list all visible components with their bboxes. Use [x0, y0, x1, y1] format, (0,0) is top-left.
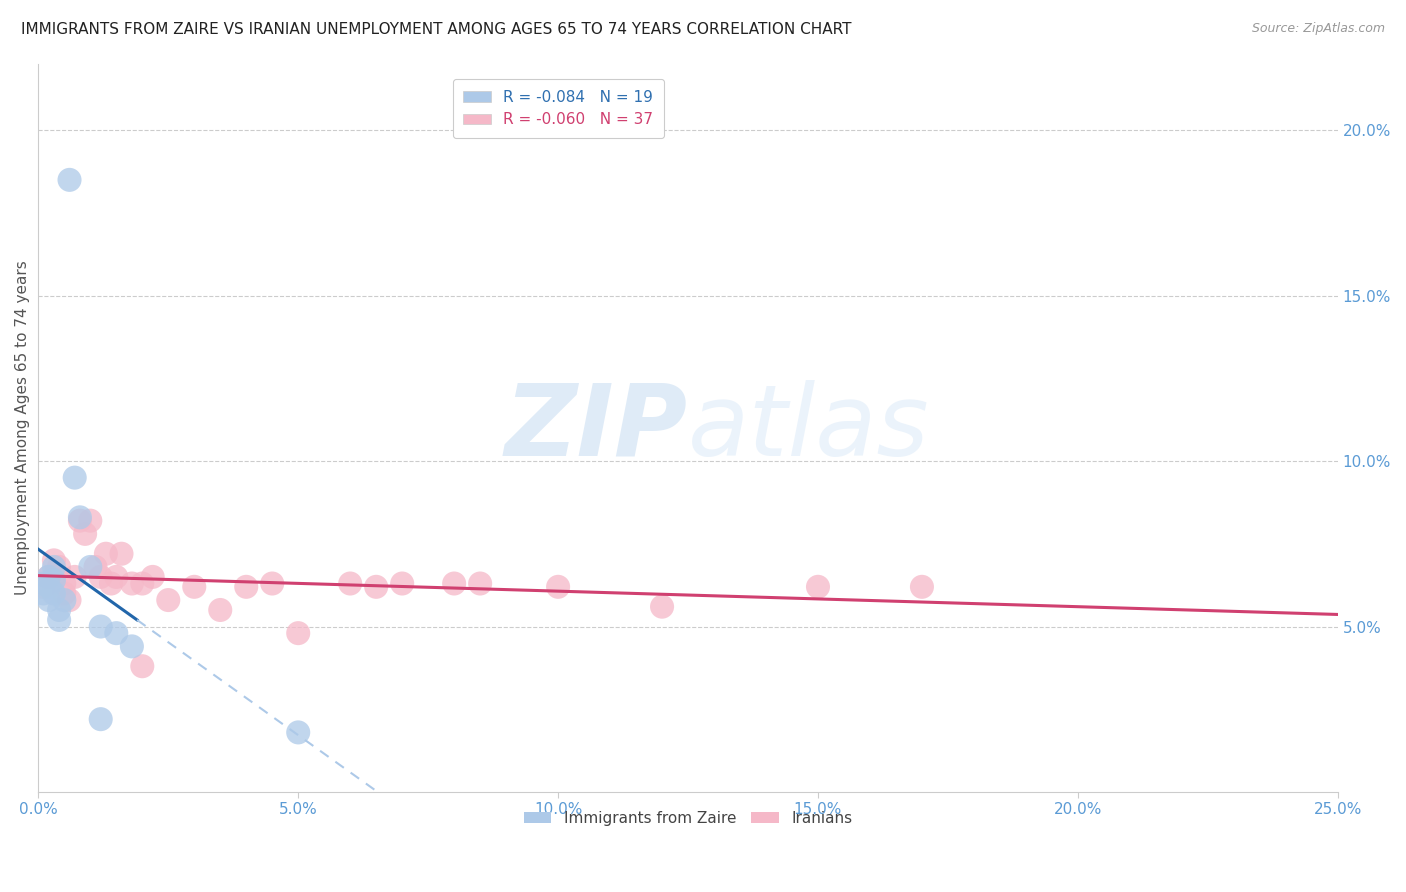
- Point: [105, 570, 128, 584]
- Point: [90, 570, 112, 584]
- Point: [651, 599, 673, 614]
- Point: [94, 547, 117, 561]
- Point: [90, 619, 112, 633]
- Point: [38, 580, 60, 594]
- Point: [262, 576, 284, 591]
- Point: [53, 586, 76, 600]
- Point: [807, 580, 830, 594]
- Point: [468, 576, 491, 591]
- Point: [235, 580, 257, 594]
- Point: [32, 580, 55, 594]
- Point: [75, 527, 97, 541]
- Y-axis label: Unemployment Among Ages 65 to 74 years: Unemployment Among Ages 65 to 74 years: [15, 260, 30, 595]
- Text: IMMIGRANTS FROM ZAIRE VS IRANIAN UNEMPLOYMENT AMONG AGES 65 TO 74 YEARS CORRELAT: IMMIGRANTS FROM ZAIRE VS IRANIAN UNEMPLO…: [21, 22, 852, 37]
- Point: [42, 553, 65, 567]
- Point: [48, 613, 70, 627]
- Point: [131, 659, 153, 673]
- Text: Source: ZipAtlas.com: Source: ZipAtlas.com: [1251, 22, 1385, 36]
- Point: [366, 580, 388, 594]
- Point: [84, 560, 107, 574]
- Point: [69, 510, 91, 524]
- Point: [32, 576, 55, 591]
- Point: [48, 560, 70, 574]
- Point: [131, 576, 153, 591]
- Text: atlas: atlas: [688, 379, 929, 476]
- Point: [79, 514, 101, 528]
- Point: [911, 580, 934, 594]
- Point: [105, 626, 128, 640]
- Point: [121, 576, 143, 591]
- Point: [100, 576, 122, 591]
- Point: [183, 580, 205, 594]
- Point: [42, 586, 65, 600]
- Point: [38, 570, 60, 584]
- Point: [32, 586, 55, 600]
- Point: [110, 547, 132, 561]
- Point: [79, 560, 101, 574]
- Point: [121, 640, 143, 654]
- Point: [391, 576, 413, 591]
- Point: [53, 593, 76, 607]
- Point: [42, 573, 65, 587]
- Point: [443, 576, 465, 591]
- Point: [339, 576, 361, 591]
- Point: [157, 593, 180, 607]
- Point: [547, 580, 569, 594]
- Point: [142, 570, 165, 584]
- Point: [209, 603, 232, 617]
- Point: [48, 603, 70, 617]
- Point: [90, 712, 112, 726]
- Point: [63, 570, 86, 584]
- Text: ZIP: ZIP: [505, 379, 688, 476]
- Point: [42, 560, 65, 574]
- Legend: Immigrants from Zaire, Iranians: Immigrants from Zaire, Iranians: [515, 802, 862, 835]
- Point: [63, 470, 86, 484]
- Point: [53, 576, 76, 591]
- Point: [38, 570, 60, 584]
- Point: [58, 173, 80, 187]
- Point: [42, 570, 65, 584]
- Point: [38, 593, 60, 607]
- Point: [287, 626, 309, 640]
- Point: [58, 593, 80, 607]
- Point: [69, 514, 91, 528]
- Point: [287, 725, 309, 739]
